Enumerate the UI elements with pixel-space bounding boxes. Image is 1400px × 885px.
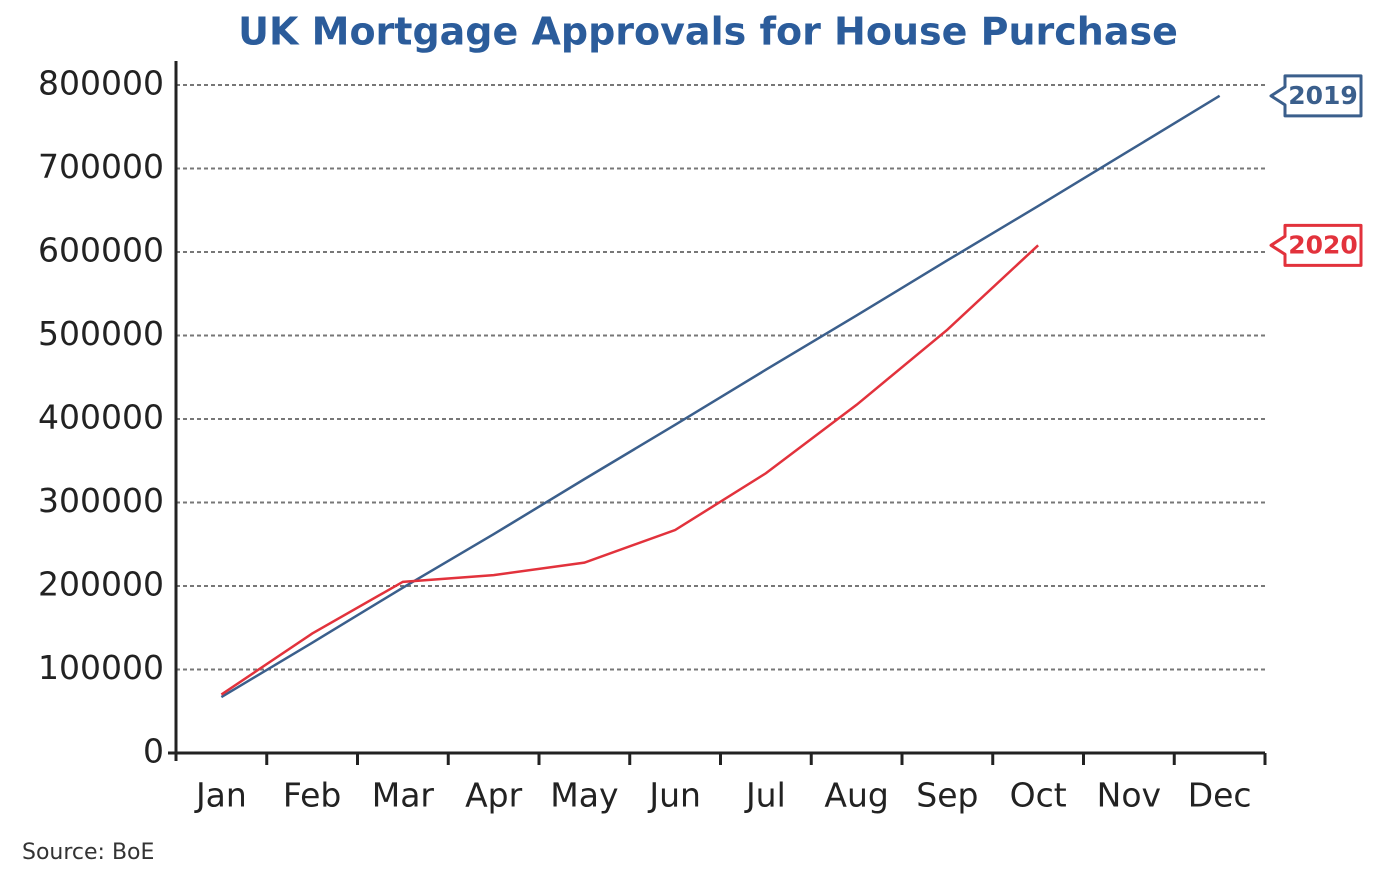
- y-tick-label: 400000: [38, 398, 164, 437]
- legend-label: 2019: [1288, 81, 1358, 110]
- y-tick-label: 500000: [38, 314, 164, 353]
- x-tick-label: Jun: [647, 776, 701, 815]
- y-tick-label: 700000: [38, 147, 164, 186]
- series-line: [220, 244, 1039, 696]
- y-tick-label: 800000: [38, 64, 164, 103]
- x-tick-label: May: [550, 776, 618, 815]
- x-tick-label: Mar: [372, 776, 435, 815]
- series-line: [220, 94, 1221, 699]
- chart-title: UK Mortgage Approvals for House Purchase: [238, 10, 1178, 54]
- x-tick-label: Aug: [824, 776, 888, 815]
- x-tick-label: Apr: [465, 776, 523, 815]
- x-tick-label: Jul: [744, 776, 786, 815]
- series-tag: [1269, 223, 1363, 267]
- y-tick-label: 200000: [38, 565, 164, 604]
- x-tick-label: Sep: [916, 776, 978, 815]
- x-tick-label: Dec: [1188, 776, 1252, 815]
- x-tick-label: Feb: [283, 776, 341, 815]
- y-tick-label: 100000: [38, 648, 164, 687]
- series-tag: [1269, 74, 1363, 118]
- x-tick-label: Nov: [1097, 776, 1161, 815]
- legend-label: 2020: [1288, 230, 1358, 259]
- x-tick-label: Oct: [1010, 776, 1067, 815]
- y-tick-label: 300000: [38, 481, 164, 520]
- x-tick-label: Jan: [194, 776, 247, 815]
- y-tick-label: 600000: [38, 231, 164, 270]
- source-note: Source: BoE: [22, 840, 154, 865]
- y-tick-label: 0: [143, 732, 164, 771]
